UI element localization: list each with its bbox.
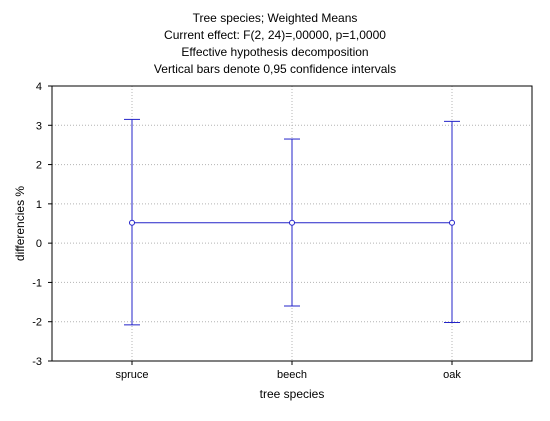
y-tick-label: 4 [36, 81, 42, 93]
x-axis: spruce beech oak [115, 361, 461, 381]
title-line: Effective hypothesis decomposition [181, 45, 368, 59]
y-tick-label: 2 [36, 160, 42, 172]
y-tick-label: 0 [36, 238, 42, 250]
y-axis-label: differencies % [13, 186, 27, 261]
title-line: Tree species; Weighted Means [193, 11, 358, 25]
title-line: Vertical bars denote 0,95 confidence int… [154, 62, 396, 76]
x-tick-label: beech [277, 369, 307, 381]
y-tick-label: -2 [32, 317, 42, 329]
x-tick-label: oak [443, 369, 461, 381]
y-tick-label: -3 [32, 356, 42, 368]
x-axis-label: tree species [260, 387, 325, 401]
y-tick-label: -1 [32, 277, 42, 289]
series-means [124, 118, 460, 326]
mean-point [289, 219, 295, 226]
mean-point [129, 219, 135, 226]
title-line: Current effect: F(2, 24)=,00000, p=1,000… [164, 28, 386, 42]
y-tick-label: 3 [36, 120, 42, 132]
x-tick-label: spruce [115, 369, 148, 381]
mean-point [449, 219, 455, 226]
y-tick-label: 1 [36, 199, 42, 211]
chart-title: Tree species; Weighted Means Current effe… [154, 11, 396, 76]
y-axis: -3 -2 -1 0 1 2 3 4 [32, 81, 52, 368]
